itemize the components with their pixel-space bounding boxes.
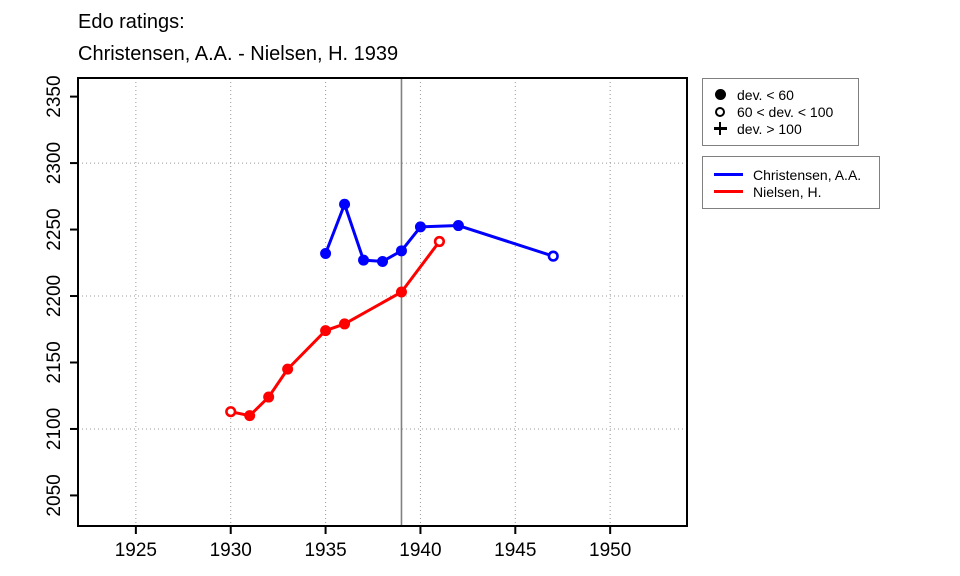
svg-text:1925: 1925 (115, 540, 157, 561)
marker-legend: dev. < 60 60 < dev. < 100 dev. > 100 (702, 78, 859, 146)
svg-text:1930: 1930 (210, 540, 252, 561)
marker-legend-label: dev. > 100 (737, 120, 802, 137)
plus-icon (713, 122, 727, 135)
svg-text:2300: 2300 (44, 142, 65, 184)
series-legend-row-christensen: Christensen, A.A. (703, 166, 879, 183)
svg-text:2050: 2050 (44, 474, 65, 516)
marker-legend-row-dev-60-100: 60 < dev. < 100 (703, 103, 858, 120)
chart-title: Edo ratings: Christensen, A.A. - Nielsen… (78, 6, 398, 70)
marker-legend-label: dev. < 60 (737, 86, 794, 103)
chart-title-line1: Edo ratings: (78, 11, 185, 33)
svg-text:2150: 2150 (44, 341, 65, 383)
series-legend: Christensen, A.A. Nielsen, H. (702, 156, 880, 209)
svg-text:1940: 1940 (399, 540, 441, 561)
series-legend-swatch (713, 190, 743, 193)
chart-title-line2: Christensen, A.A. - Nielsen, H. 1939 (78, 43, 399, 65)
marker-legend-row-dev-gt-100: dev. > 100 (703, 120, 858, 137)
svg-text:2200: 2200 (44, 275, 65, 317)
svg-text:2250: 2250 (44, 208, 65, 250)
svg-text:2350: 2350 (44, 75, 65, 117)
svg-text:1935: 1935 (304, 540, 346, 561)
open-circle-icon (715, 106, 725, 117)
series-legend-swatch (713, 173, 743, 176)
svg-text:1950: 1950 (589, 540, 631, 561)
svg-text:2100: 2100 (44, 408, 65, 450)
marker-legend-label: 60 < dev. < 100 (737, 103, 834, 120)
series-legend-label: Nielsen, H. (753, 183, 822, 200)
svg-text:1945: 1945 (494, 540, 536, 561)
filled-circle-icon (714, 89, 726, 100)
marker-legend-row-dev-lt-60: dev. < 60 (703, 86, 858, 103)
series-legend-label: Christensen, A.A. (753, 166, 862, 183)
series-legend-row-nielsen: Nielsen, H. (703, 183, 879, 200)
